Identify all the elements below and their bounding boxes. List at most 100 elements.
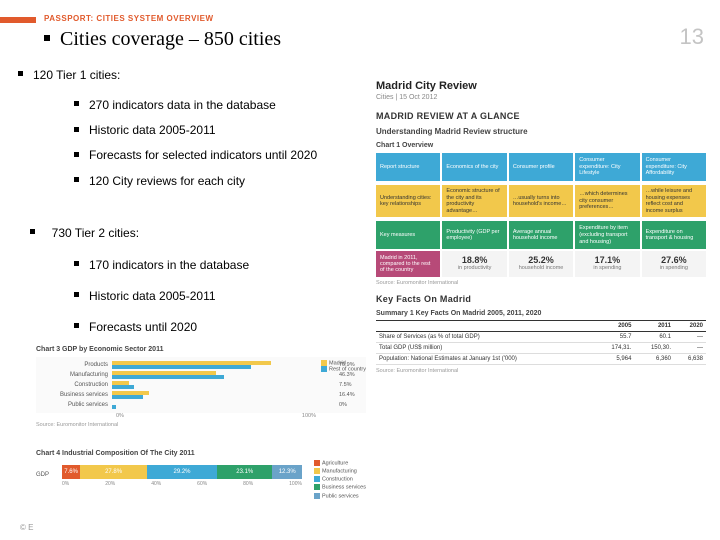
legend-label: Construction <box>322 477 353 483</box>
bar-label: Manufacturing <box>36 372 112 378</box>
stat-cell: 17.1%in spending <box>575 251 639 277</box>
review-title: Madrid City Review <box>376 80 706 92</box>
source-note: Source: Euromonitor International <box>376 368 706 374</box>
stat-value: 18.8% <box>446 255 502 265</box>
bullet-icon <box>74 152 79 157</box>
bar-segment <box>112 395 143 399</box>
list-item: 270 indicators data in the database <box>74 96 344 115</box>
legend-swatch-icon <box>314 484 320 490</box>
table-cell: 60.1 <box>634 332 674 343</box>
table-cell: 150,30. <box>634 343 674 354</box>
chart4-legend: Agriculture Manufacturing ConstructionBusi… <box>314 460 366 501</box>
bar-label: Public services <box>36 402 112 408</box>
legend-item: Manufacturing <box>314 468 366 476</box>
bar-segment <box>112 385 134 389</box>
list-item: 170 indicators in the database <box>74 254 344 277</box>
overview-cell: Consumer expenditure: City Lifestyle <box>575 153 639 181</box>
overview-row-3: Key measuresProductivity (GDP per employ… <box>376 221 706 249</box>
bar-track <box>112 391 336 399</box>
table-cell: — <box>674 343 706 354</box>
overview-cell: Economic structure of the city and its p… <box>442 185 506 217</box>
legend-swatch-icon <box>314 460 320 466</box>
overview-cell: Key measures <box>376 221 440 249</box>
copyright: © E <box>20 523 33 532</box>
chart3-title: Chart 3 GDP by Economic Sector 2011 <box>36 346 366 353</box>
table-cell: Population: National Estimates at Januar… <box>376 354 595 365</box>
bullet-icon <box>74 101 79 106</box>
legend-item: Agriculture <box>314 460 366 468</box>
overview-cell: Economics of the city <box>442 153 506 181</box>
tier2-heading: 730 Tier 2 cities: <box>30 226 139 240</box>
legend-swatch-icon <box>314 476 320 482</box>
chart3-gdp-sector: Chart 3 GDP by Economic Sector 2011 Madr… <box>36 346 366 428</box>
legend-item: Business services <box>314 484 366 492</box>
table-header <box>376 321 595 332</box>
table-cell: 5,964 <box>595 354 635 365</box>
bar-value: 7.5% <box>336 382 366 388</box>
legend-label: Manufacturing <box>322 469 357 475</box>
list-item: Forecasts for selected indicators until … <box>74 146 344 165</box>
legend-label: Agriculture <box>322 460 348 466</box>
list-item-text: 170 indicators in the database <box>89 258 249 272</box>
legend-swatch-icon <box>314 468 320 474</box>
page-number: 13 <box>680 24 704 50</box>
list-item: Forecasts until 2020 <box>74 316 344 339</box>
stack-segment: 23.1% <box>217 465 272 479</box>
chart1-title: Chart 1 Overview <box>376 142 706 149</box>
bar-label: Business services <box>36 392 112 398</box>
table-row: Total GDP (US$ million)174,31.150,30.— <box>376 343 706 354</box>
list-item: Historic data 2005-2011 <box>74 121 344 140</box>
stat-value: 25.2% <box>513 255 569 265</box>
bar-label: Construction <box>36 382 112 388</box>
list-item-text: Historic data 2005-2011 <box>89 123 216 137</box>
stack-segment: 12.3% <box>272 465 302 479</box>
table-cell: Share of Services (as % of total GDP) <box>376 332 595 343</box>
overview-cell: Consumer expenditure: City Affordability <box>642 153 706 181</box>
overview-cell: Expenditure by item (excluding transport… <box>575 221 639 249</box>
bullet-icon <box>18 71 23 76</box>
bar-track <box>112 401 336 409</box>
bar-label: Products <box>36 362 112 368</box>
table-cell: 6,360 <box>634 354 674 365</box>
stat-cell: 25.2%household income <box>509 251 573 277</box>
source-note: Source: Euromonitor International <box>36 422 366 428</box>
title-text: Cities coverage – 850 cities <box>60 28 281 50</box>
bullet-icon <box>74 261 79 266</box>
table-header: 2020 <box>674 321 706 332</box>
bar-row: Business services16.4% <box>36 391 366 399</box>
review-subtitle: Cities | 15 Oct 2012 <box>376 94 706 101</box>
accent-stripe <box>0 17 36 23</box>
legend-swatch-icon <box>314 493 320 499</box>
bar-row: Construction 7.5% <box>36 381 366 389</box>
tier1-list: 270 indicators data in the database Hist… <box>74 96 344 197</box>
chart4-title: Chart 4 Industrial Composition Of The Ci… <box>36 450 366 457</box>
table-cell: 55.7 <box>595 332 635 343</box>
chart4-ylabel: GDP <box>36 472 49 478</box>
city-review-panel: Madrid City Review Cities | 15 Oct 2012 … <box>376 80 706 374</box>
keyfacts-title: Key Facts On Madrid <box>376 294 706 304</box>
bar-track <box>112 371 336 379</box>
stats-label: Madrid in 2011, compared to the rest of … <box>376 251 440 277</box>
review-section-heading: MADRID REVIEW AT A GLANCE <box>376 111 706 121</box>
overview-cell: Expenditure on transport & housing <box>642 221 706 249</box>
stat-desc: in spending <box>579 265 635 271</box>
list-item-text: 270 indicators data in the database <box>89 98 276 112</box>
xtick: 100% <box>302 413 316 419</box>
chart3-bars: Products70.9%Manufacturing46.3%Construct… <box>36 357 366 413</box>
tier2-heading-text: 730 Tier 2 cities: <box>52 226 139 240</box>
source-note: Source: Euromonitor International <box>376 280 706 286</box>
tier2-list: 170 indicators in the database Historic … <box>74 254 344 346</box>
bar-value: 0% <box>336 402 366 408</box>
xtick: 40% <box>151 481 161 487</box>
overview-cell: …while leisure and housing expenses refl… <box>642 185 706 217</box>
review-subheading: Understanding Madrid Review structure <box>376 127 706 136</box>
stat-cell: 27.6%in spending <box>642 251 706 277</box>
bar-track <box>112 381 336 389</box>
overview-cell: …usually turns into household's income… <box>509 185 573 217</box>
xtick: 60% <box>197 481 207 487</box>
page-title: Cities coverage – 850 cities <box>44 28 281 51</box>
list-item-text: Forecasts for selected indicators until … <box>89 148 317 162</box>
xtick: 0% <box>62 481 69 487</box>
bar-row: Public services 0% <box>36 401 366 409</box>
table-row: Population: National Estimates at Januar… <box>376 354 706 365</box>
